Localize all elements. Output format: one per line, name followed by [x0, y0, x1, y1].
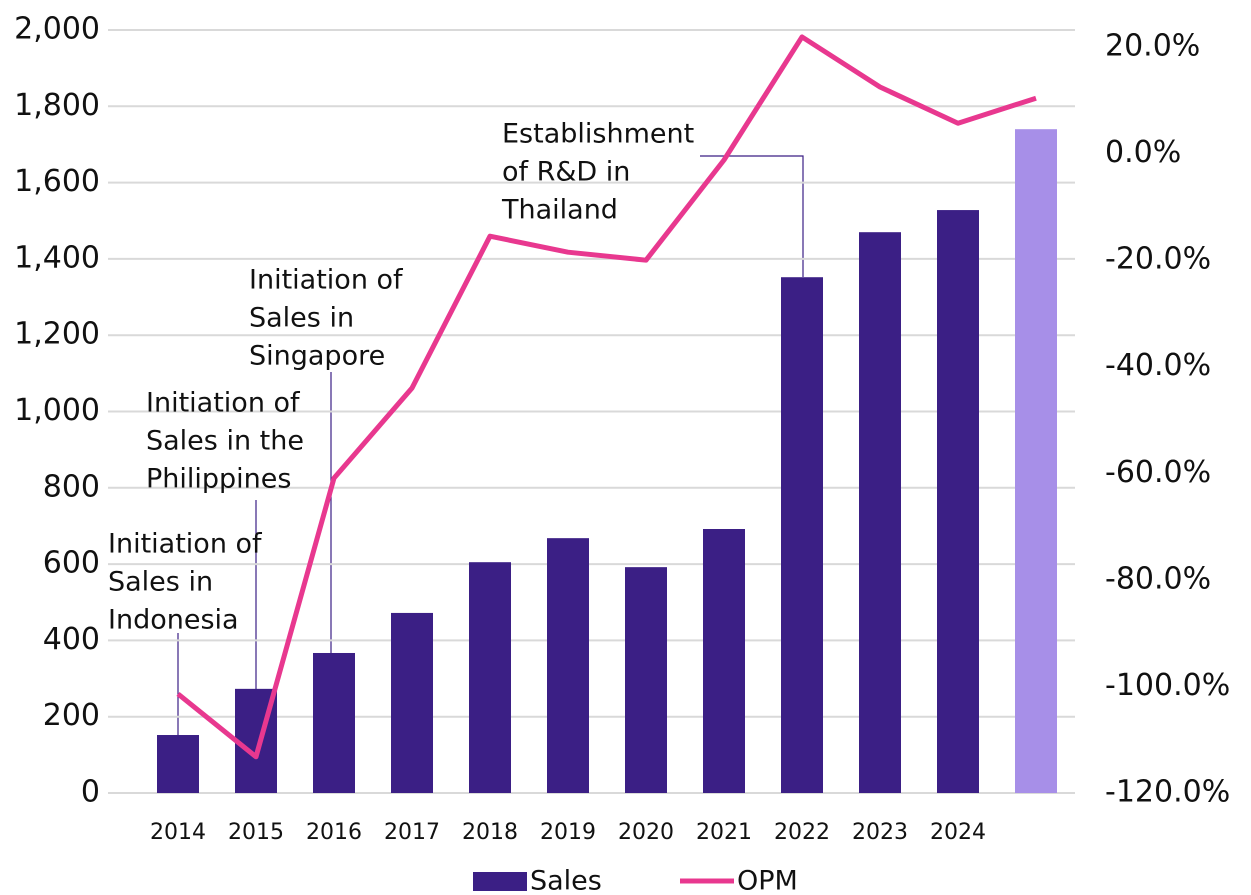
x-tick-label: 2023: [852, 820, 908, 845]
bar: [547, 538, 589, 793]
x-tick-label: 2017: [384, 820, 440, 845]
y-tick-label: 1,400: [14, 240, 100, 275]
y2-tick-label: -120.0%: [1105, 775, 1230, 810]
x-tick-label: 2021: [696, 820, 752, 845]
bar: [937, 210, 979, 793]
annotation: Thailand: [501, 195, 618, 226]
y2-tick-label: 0.0%: [1105, 135, 1181, 170]
x-tick-label: 2019: [540, 820, 596, 845]
annotation: Indonesia: [108, 605, 239, 636]
annotation: Initiation of: [108, 529, 263, 560]
y-tick-label: 1,000: [14, 393, 100, 428]
annotation: of R&D in: [502, 157, 630, 188]
x-tick-label: 2015: [228, 820, 284, 845]
y-tick-label: 0: [81, 775, 100, 810]
y2-tick-label: -60.0%: [1105, 455, 1211, 490]
bar: [625, 567, 667, 793]
y-tick-label: 1,600: [14, 164, 100, 199]
y2-tick-label: -100.0%: [1105, 668, 1230, 703]
legend-swatch: [473, 872, 527, 891]
y-tick-label: 1,200: [14, 317, 100, 352]
annotation: Sales in: [249, 303, 354, 334]
annotation: Sales in: [108, 567, 213, 598]
y-tick-label: 1,800: [14, 88, 100, 123]
annotation: Singapore: [249, 341, 385, 372]
y-tick-label: 400: [43, 622, 100, 657]
y-tick-label: 600: [43, 546, 100, 581]
bar: [781, 277, 823, 793]
x-tick-label: 2016: [306, 820, 362, 845]
legend-label: Sales: [530, 866, 602, 895]
x-tick-label: 2024: [930, 820, 986, 845]
x-tick-label: 2014: [150, 820, 206, 845]
y-tick-label: 800: [43, 469, 100, 504]
bar: [703, 529, 745, 793]
annotation: Philippines: [146, 464, 291, 495]
bar: [391, 612, 433, 793]
annotation: Sales in the: [146, 426, 304, 457]
bar: [1015, 129, 1057, 793]
bar: [157, 735, 199, 793]
annotation: Establishment: [502, 119, 694, 150]
legend-label: OPM: [737, 866, 798, 895]
line: [176, 34, 1037, 760]
y2-tick-label: -20.0%: [1105, 242, 1211, 277]
bar: [313, 652, 355, 793]
y-tick-label: 2,000: [14, 12, 100, 47]
y2-tick-label: -40.0%: [1105, 348, 1211, 383]
x-tick-label: 2020: [618, 820, 674, 845]
bar: [469, 562, 511, 793]
annotation: Initiation of: [249, 265, 404, 296]
y2-tick-label: -80.0%: [1105, 561, 1211, 596]
bar: [859, 232, 901, 793]
y2-tick-label: 20.0%: [1105, 29, 1200, 64]
x-tick-label: 2022: [774, 820, 830, 845]
x-tick-label: 2018: [462, 820, 518, 845]
annotation: Initiation of: [146, 388, 301, 419]
leader-line: [700, 155, 804, 277]
y-tick-label: 200: [43, 698, 100, 733]
